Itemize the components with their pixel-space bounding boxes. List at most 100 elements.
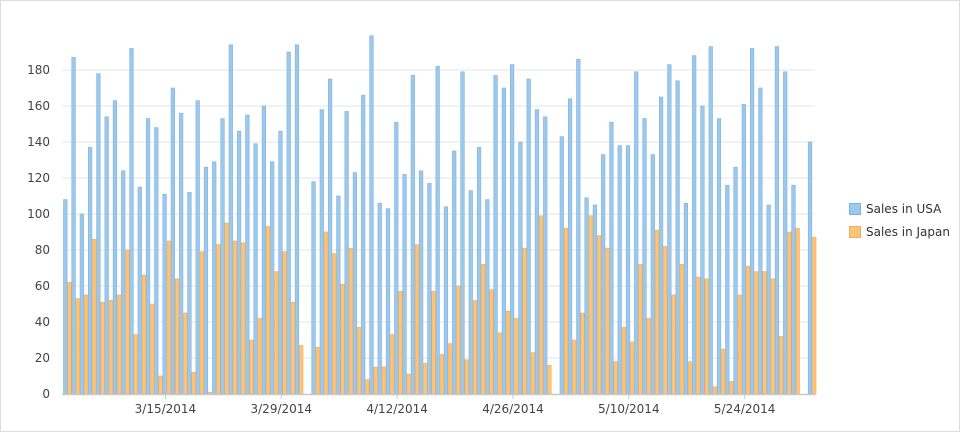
bar-japan [216,244,221,395]
bar-japan [390,334,395,395]
bar-usa [634,71,639,395]
bar-japan [299,345,304,395]
bar-usa [236,130,242,395]
bar-japan [737,294,742,395]
bar-usa [584,197,589,395]
bar-usa [63,199,68,395]
bar-usa [667,64,672,395]
legend-item-usa[interactable]: Sales in USA [849,197,950,220]
bar-usa [104,116,109,395]
bar-japan [100,301,105,395]
bar-usa [559,136,564,395]
bar-japan [332,253,337,395]
bar-japan [423,363,428,395]
bar-japan [166,240,171,395]
legend: Sales in USA Sales in Japan [849,197,950,243]
bar-japan [257,318,262,395]
bar-usa [129,48,134,395]
y-tick-label: 60 [35,279,50,293]
bar-usa [220,118,225,395]
bar-usa [96,73,101,395]
bar-japan [721,348,726,395]
bar-usa [460,71,465,395]
bar-japan [481,264,486,395]
bar-usa [154,127,159,395]
bar-usa [642,118,647,395]
bar-japan [108,300,113,395]
bar-japan [75,298,80,395]
bar-japan [621,327,627,395]
bar-usa [352,172,358,395]
y-tick-label: 0 [42,387,50,401]
bar-japan [117,294,122,395]
bar-usa [766,204,771,395]
bar-usa [476,147,482,395]
legend-label-japan: Sales in Japan [866,224,950,239]
bar-usa [650,154,655,395]
bar-japan [572,339,577,395]
bar-japan [580,312,585,395]
bar-usa [270,161,275,395]
bar-usa [609,121,614,395]
bar-japan [530,352,535,395]
bar-japan [141,274,147,395]
bar-japan [596,235,602,395]
bar-japan [588,215,593,395]
bar-japan [679,264,684,395]
x-tick-label: 5/24/2014 [714,402,776,416]
bar-usa [700,105,705,395]
bar-usa [311,181,316,395]
x-tick-label: 3/29/2014 [251,402,313,416]
bar-japan [406,373,411,395]
bar-japan [779,336,784,395]
bar-usa [725,184,730,395]
bar-japan [472,300,478,395]
bar-usa [162,193,167,395]
bar-japan [654,229,660,395]
bar-japan [232,240,238,395]
bar-japan [712,386,718,395]
bar-usa [121,170,126,395]
bar-japan [646,318,651,395]
bar-japan [265,226,271,395]
bar-japan [613,361,618,395]
y-tick-label: 180 [27,63,50,77]
bar-usa [567,98,573,395]
bar-usa [468,190,473,395]
bar-japan [125,249,130,395]
bar-usa [493,75,498,395]
bar-usa [253,143,258,395]
bar-usa [526,78,531,395]
bar-usa [758,87,763,395]
bar-usa [774,46,780,395]
bar-usa [228,44,233,395]
bar-usa [741,103,746,395]
bar-usa [245,114,250,395]
x-tick-label: 5/10/2014 [598,402,660,416]
bar-usa [675,80,680,395]
bar-japan [274,271,279,395]
bar-japan [505,310,511,395]
bar-japan [365,379,370,395]
bar-usa [71,57,76,395]
bar-japan [787,231,792,395]
bar-usa [435,66,440,395]
bar-japan [340,283,345,395]
bar-usa [170,87,175,395]
bar-usa [658,96,664,395]
bars [63,35,817,395]
bar-usa [79,213,84,395]
bar-usa [501,87,506,395]
bar-usa [510,64,515,395]
bar-usa [187,192,192,395]
bar-japan [183,312,188,395]
bar-usa [485,199,490,395]
x-tick-label: 4/12/2014 [366,402,428,416]
y-tick-label: 140 [27,135,50,149]
bar-usa [692,55,697,395]
bar-usa [112,100,118,395]
bar-usa [377,202,382,395]
legend-item-japan[interactable]: Sales in Japan [849,220,950,243]
bar-usa [543,116,548,395]
bar-japan [729,381,734,395]
